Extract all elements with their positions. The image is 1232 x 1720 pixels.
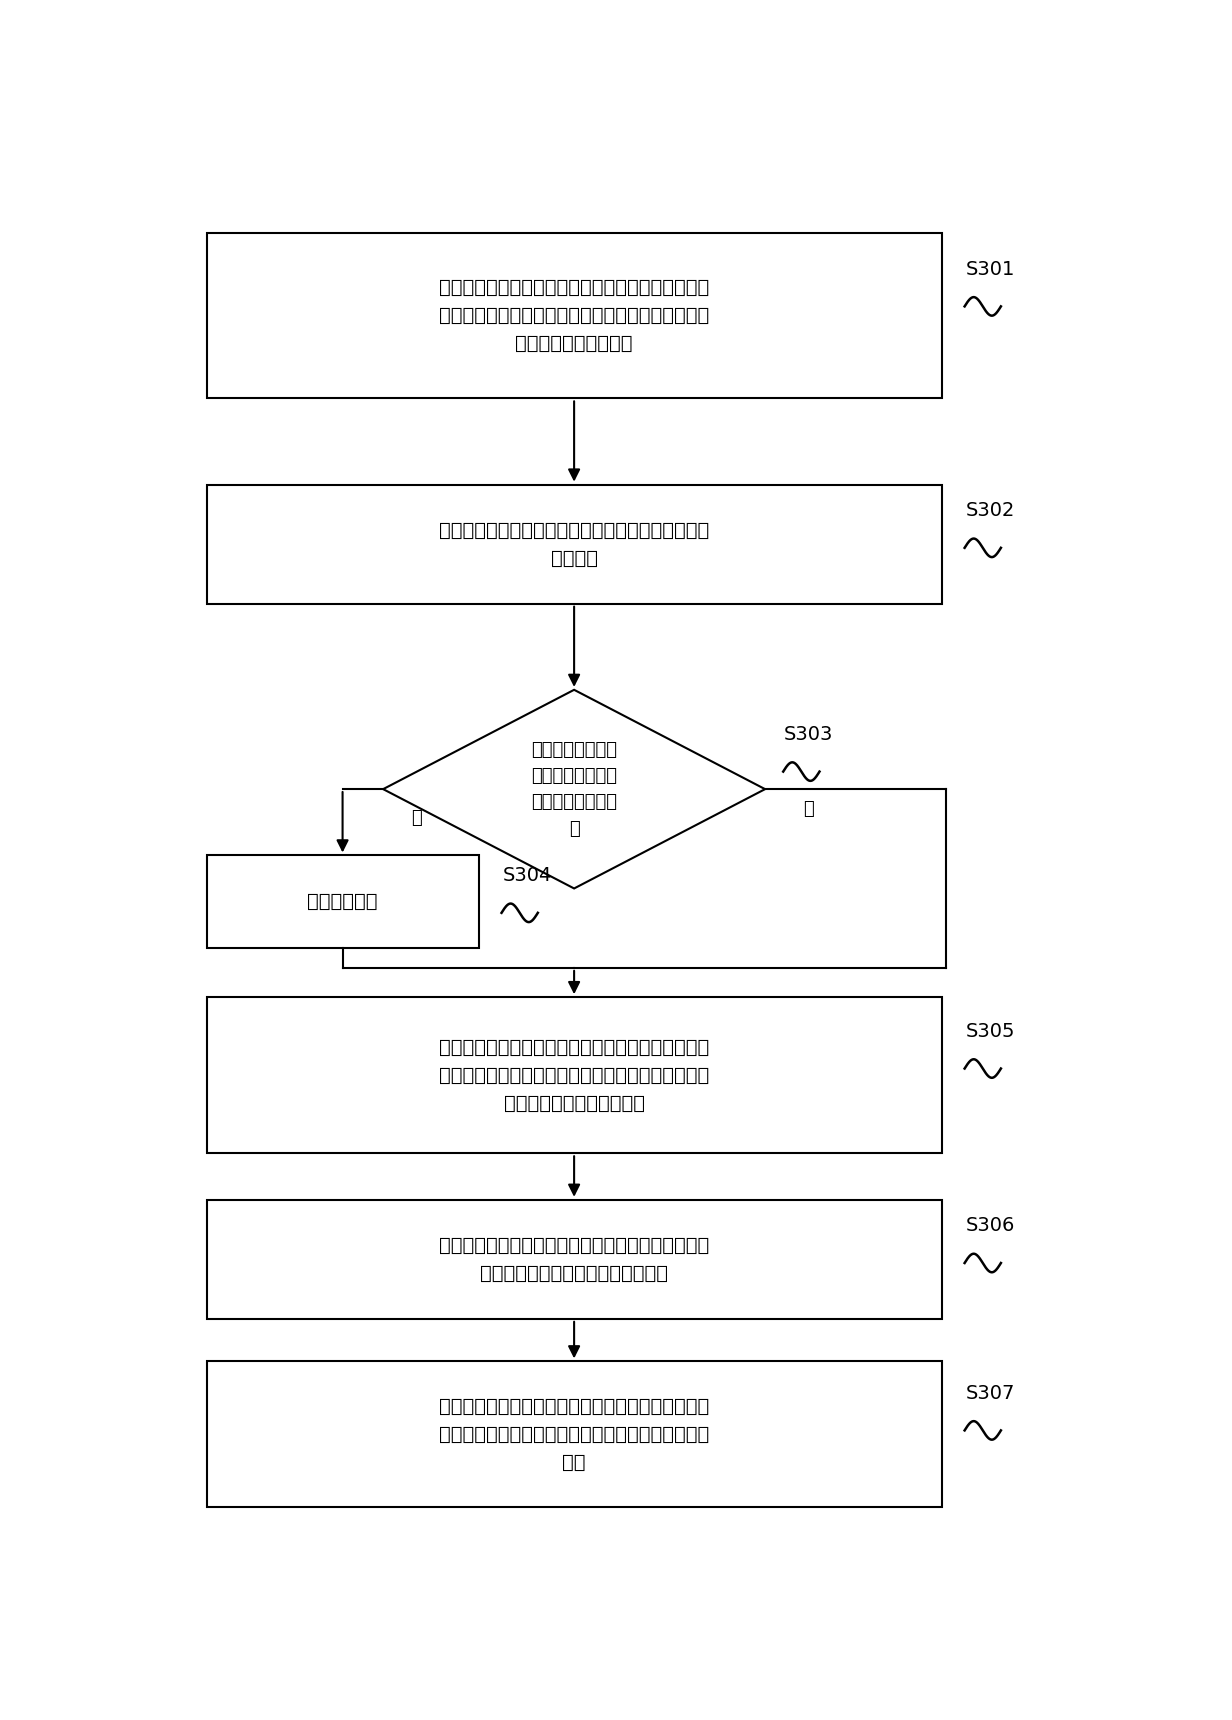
Text: S304: S304 (503, 867, 552, 886)
Text: 根据源文件中各数据元的长度对源文件进行分块，得
到多个原始分块，其中，原始分块中包含的数据为一
个或多个完整的数据元: 根据源文件中各数据元的长度对源文件进行分块，得 到多个原始分块，其中，原始分块中… (439, 279, 710, 353)
Bar (207, 855, 478, 948)
Bar (207, 998, 941, 1154)
Bar (207, 1361, 941, 1507)
Text: S307: S307 (966, 1385, 1015, 1404)
Text: S302: S302 (966, 501, 1015, 519)
Bar (207, 1201, 941, 1319)
Text: S306: S306 (966, 1216, 1015, 1235)
Text: 判断对原始分块进
行压缩处理的过程
中是否存在额外数
据: 判断对原始分块进 行压缩处理的过程 中是否存在额外数 据 (531, 741, 617, 838)
Text: 是: 是 (411, 810, 421, 827)
Text: S305: S305 (966, 1022, 1015, 1041)
Bar (207, 485, 941, 604)
Text: 针对每一原始分块，对原始分块进行压缩处理，得到
压缩数据: 针对每一原始分块，对原始分块进行压缩处理，得到 压缩数据 (439, 521, 710, 568)
Text: 对多个压缩分块进行存储，根据各压缩分块的偏移量
以及各压缩分块对应的原始分块的偏移量，得到压缩
文件: 对多个压缩分块进行存储，根据各压缩分块的偏移量 以及各压缩分块对应的原始分块的偏… (439, 1397, 710, 1472)
Text: 否: 否 (803, 800, 813, 819)
Text: 根据原始分块的大小、压缩数据的大小、校验码、压
缩数据以及额外数据，得到压缩分块: 根据原始分块的大小、压缩数据的大小、校验码、压 缩数据以及额外数据，得到压缩分块 (439, 1235, 710, 1283)
Text: 根据原始分块的大小、压缩数据的大小、压缩数据以
及额外数据在内的参数，通过预设算法得到用于校验
压缩分块完整性的校验码。: 根据原始分块的大小、压缩数据的大小、压缩数据以 及额外数据在内的参数，通过预设算… (439, 1037, 710, 1113)
Polygon shape (383, 690, 765, 889)
Text: S303: S303 (785, 726, 834, 745)
Text: S301: S301 (966, 260, 1015, 279)
Text: 获取额外数据: 获取额外数据 (307, 893, 378, 912)
Bar (207, 232, 941, 399)
